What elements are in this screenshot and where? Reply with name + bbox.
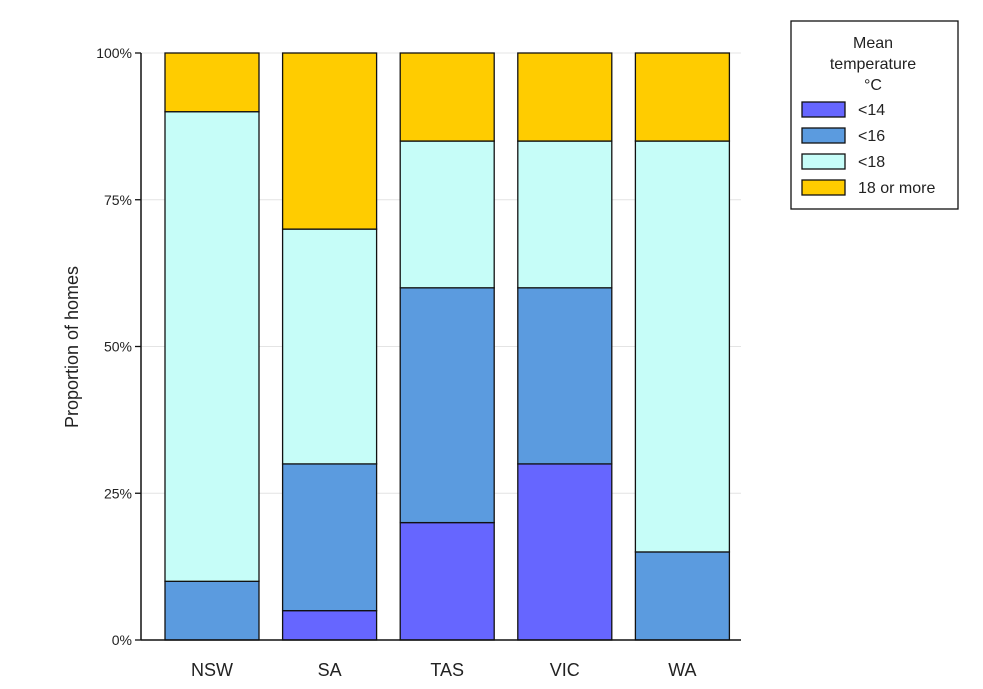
bar-segment-vic-0 <box>517 463 613 641</box>
bar-segment-nsw-3 <box>164 52 260 113</box>
legend-swatch <box>801 179 846 196</box>
legend: Mean temperature °C <14 <16 <18 18 or more <box>790 20 959 210</box>
x-tick-label: NSW <box>191 660 233 680</box>
bar-segment-vic-1 <box>517 287 613 465</box>
bar-segment-sa-3 <box>281 52 378 230</box>
legend-title-line-2: temperature <box>830 56 916 73</box>
legend-title-line-1: Mean <box>853 35 893 52</box>
bar-segment-wa-2 <box>634 140 731 553</box>
bar-segment-sa-2 <box>281 228 378 465</box>
y-tick-label: 0% <box>112 632 132 648</box>
legend-swatch <box>801 101 846 118</box>
y-tick-label: 25% <box>104 485 132 501</box>
bar-segment-vic-2 <box>517 140 613 289</box>
legend-label: <14 <box>858 102 885 119</box>
legend-label: <18 <box>858 154 885 171</box>
bars <box>164 52 731 641</box>
bar-segment-tas-3 <box>399 52 495 142</box>
x-tick-label: SA <box>318 660 342 680</box>
legend-label: 18 or more <box>858 180 935 197</box>
bar-segment-sa-0 <box>281 610 378 641</box>
legend-label: <16 <box>858 128 885 145</box>
x-ticks: NSW SA TAS VIC WA <box>191 660 697 680</box>
bar-segment-tas-2 <box>399 140 495 289</box>
legend-title-line-3: °C <box>864 77 882 94</box>
y-axis-label: Proportion of homes <box>62 266 82 428</box>
legend-swatch <box>801 153 846 170</box>
bar-segment-vic-3 <box>517 52 613 142</box>
legend-swatch <box>801 127 846 144</box>
bar-segment-nsw-1 <box>164 580 260 641</box>
y-tick-label: 75% <box>104 192 132 208</box>
x-tick-label: VIC <box>550 660 580 680</box>
x-tick-label: TAS <box>430 660 464 680</box>
y-tick-label: 50% <box>104 339 132 355</box>
bar-segment-tas-0 <box>399 521 495 641</box>
bar-segment-wa-3 <box>634 52 731 142</box>
y-tick-label: 100% <box>96 45 132 61</box>
y-ticks: 0% 25% 50% 75% 100% <box>96 45 141 648</box>
x-tick-label: WA <box>668 660 696 680</box>
bar-segment-tas-1 <box>399 287 495 524</box>
bar-segment-sa-1 <box>281 463 378 612</box>
bar-segment-wa-1 <box>634 551 731 641</box>
bar-segment-nsw-2 <box>164 111 260 582</box>
